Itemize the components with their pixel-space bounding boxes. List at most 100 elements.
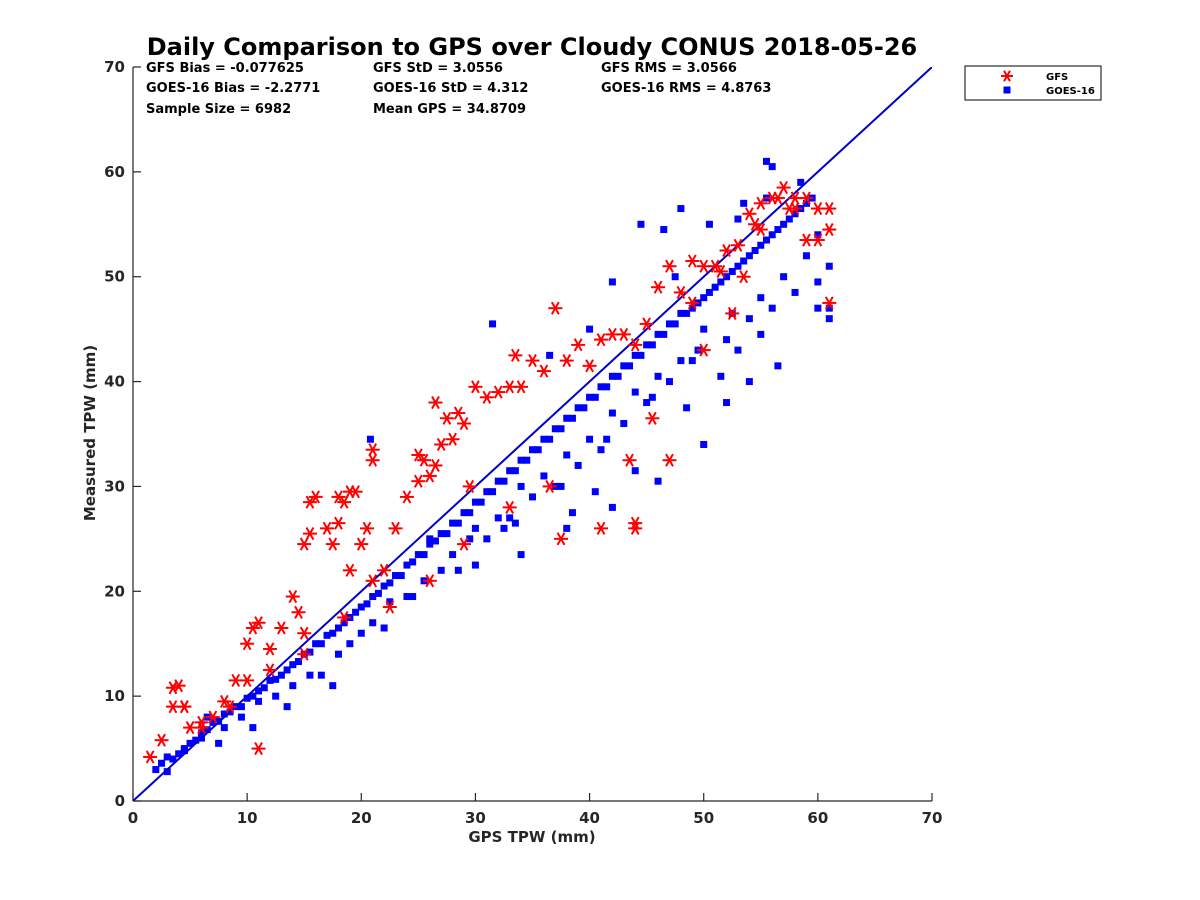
goes16-point <box>277 671 285 679</box>
gfs-point <box>262 663 277 677</box>
goes16-point <box>546 435 554 443</box>
gfs-point <box>428 458 443 473</box>
gfs-point <box>628 338 643 352</box>
goes16-point <box>677 357 685 365</box>
goes16-point <box>723 336 731 344</box>
y-tick-label: 30 <box>104 477 125 495</box>
goes16-point <box>420 551 428 559</box>
goes16-point <box>454 519 462 527</box>
goes16-point <box>563 414 571 422</box>
gfs-point <box>457 416 472 431</box>
stat-text: GFS StD = 3.0556 <box>373 61 503 76</box>
goes16-point <box>757 294 765 302</box>
stat-text: GFS Bias = -0.077625 <box>146 61 304 76</box>
goes16-point <box>825 315 833 323</box>
goes16-point <box>483 488 491 496</box>
goes16-point <box>586 325 594 333</box>
goes16-point <box>540 435 548 443</box>
goes16-point <box>317 640 325 648</box>
gfs-point <box>245 621 260 635</box>
goes16-point <box>768 231 776 239</box>
gfs-point <box>262 642 277 656</box>
x-tick-label: 0 <box>128 809 138 827</box>
goes16-point <box>186 739 194 747</box>
gfs-point <box>342 485 357 499</box>
goes16-point <box>814 304 822 312</box>
gfs-point <box>713 264 728 279</box>
goes16-point <box>380 582 388 590</box>
goes16-point <box>768 304 776 312</box>
gfs-point <box>382 600 397 614</box>
gfs-point <box>154 733 169 747</box>
goes16-point <box>449 519 457 527</box>
y-tick-label: 10 <box>104 687 125 705</box>
goes16-point <box>357 603 365 611</box>
goes16-point <box>249 692 257 700</box>
goes16-point <box>563 524 571 532</box>
gfs-point <box>536 364 551 378</box>
goes16-point <box>506 514 514 522</box>
goes16-point <box>700 294 708 302</box>
goes16-point <box>180 745 188 753</box>
y-tick-label: 0 <box>115 792 125 810</box>
stat-text: GFS RMS = 3.0566 <box>601 61 737 76</box>
goes16-point <box>334 624 342 632</box>
goes16-point <box>814 278 822 286</box>
goes16-point <box>723 273 731 281</box>
goes16-point <box>608 372 616 380</box>
gfs-point <box>582 359 597 373</box>
goes16-point <box>340 619 348 627</box>
gfs-point <box>799 191 814 205</box>
goes16-point <box>529 446 536 454</box>
goes16-point <box>757 241 765 249</box>
y-tick-label: 50 <box>104 268 125 286</box>
goes16-point <box>734 262 742 270</box>
goes16-point <box>489 488 497 496</box>
goes16-point <box>403 593 411 601</box>
goes16-point <box>637 351 645 359</box>
gfs-point <box>428 395 443 410</box>
goes16-point <box>677 205 685 213</box>
goes16-point <box>397 572 405 580</box>
goes16-point <box>511 519 519 527</box>
gfs-point <box>810 201 825 216</box>
goes16-point <box>546 351 554 359</box>
goes16-point <box>591 393 599 401</box>
gfs-point <box>548 301 563 315</box>
gfs-point <box>502 500 517 514</box>
legend-label: GOES-16 <box>1046 86 1095 97</box>
goes16-point <box>523 456 531 464</box>
goes16-point <box>608 503 616 511</box>
gfs-point <box>165 681 180 695</box>
gfs-point <box>217 694 232 708</box>
gfs-point <box>422 469 437 483</box>
goes16-point <box>283 666 291 674</box>
legend: GFS GOES-16 <box>964 65 1102 101</box>
goes16-point <box>671 273 679 281</box>
goes16-point <box>614 372 622 380</box>
goes16-point <box>163 768 171 776</box>
goes16-point <box>825 304 833 312</box>
gfs-point <box>285 589 300 604</box>
goes16-point <box>768 163 776 171</box>
goes16-point <box>586 435 594 443</box>
goes16-point <box>471 498 479 506</box>
gfs-point <box>365 453 380 467</box>
goes16-point <box>366 435 374 443</box>
goes16-point <box>717 278 725 286</box>
gfs-point <box>753 196 768 210</box>
goes16-point <box>563 451 571 459</box>
gfs-point <box>822 222 837 237</box>
goes16-point <box>494 477 502 485</box>
goes16-point <box>637 220 645 228</box>
gfs-point <box>479 390 494 404</box>
gfs-point <box>542 479 557 493</box>
goes16-point <box>272 692 280 700</box>
gfs-point <box>205 710 220 724</box>
goes16-point <box>608 278 616 286</box>
goes16-point <box>272 675 280 683</box>
goes16-point <box>620 362 628 370</box>
gfs-point <box>291 605 306 619</box>
goes16-point <box>386 579 394 587</box>
